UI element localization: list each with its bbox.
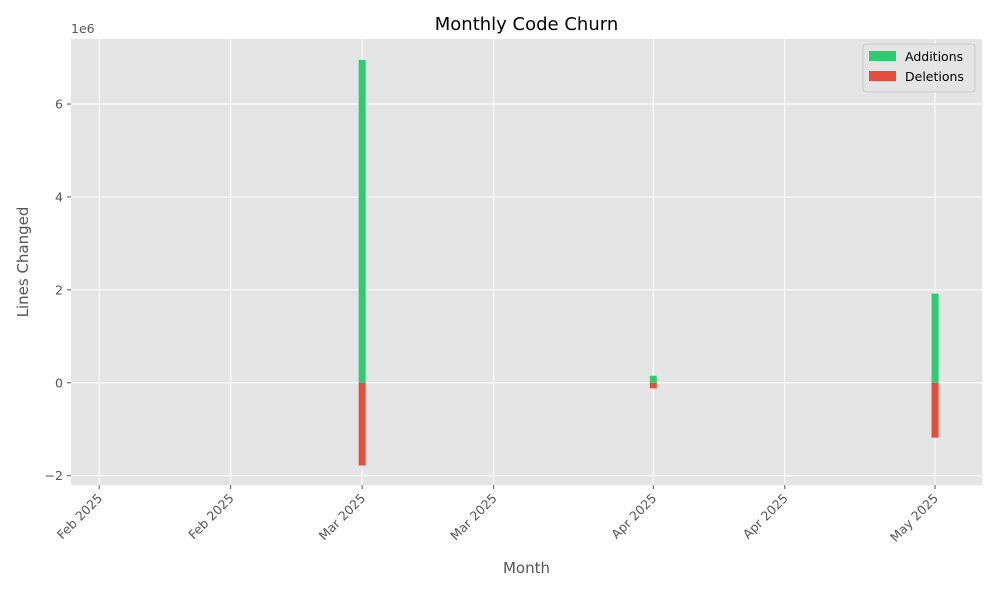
y-axis-label: Lines Changed — [14, 207, 32, 318]
x-tick-label: Mar 2025 — [447, 491, 500, 544]
grid-lines — [71, 39, 982, 485]
bars — [358, 59, 939, 466]
x-axis-label: Month — [503, 559, 550, 577]
y-tick-label: −2 — [45, 468, 63, 483]
legend-label: Deletions — [905, 69, 964, 84]
x-tick-label: Apr 2025 — [740, 491, 791, 542]
bar-deletions — [649, 382, 657, 389]
x-tick-label: Apr 2025 — [608, 491, 659, 542]
x-tick-label: Mar 2025 — [316, 491, 369, 544]
legend-swatch — [869, 71, 896, 81]
legend-swatch — [869, 51, 896, 61]
y-tick-label: 0 — [55, 375, 63, 390]
x-tick-label: May 2025 — [887, 491, 941, 545]
x-tick-label: Feb 2025 — [185, 491, 237, 543]
chart-title: Monthly Code Churn — [435, 14, 618, 35]
plot-area — [71, 39, 982, 485]
legend-label: Additions — [905, 49, 963, 64]
x-tick-label: Feb 2025 — [54, 491, 106, 543]
bar-additions — [649, 375, 657, 383]
y-tick-label: 4 — [55, 189, 63, 204]
legend: Additions Deletions — [862, 43, 976, 93]
y-tick-label: 2 — [55, 282, 63, 297]
bar-additions — [931, 293, 939, 383]
bar-deletions — [358, 382, 366, 466]
y-axis: −2 0 2 4 6 — [45, 97, 71, 483]
y-tick-label: 6 — [55, 97, 63, 112]
bar-additions — [358, 59, 366, 383]
y-axis-offset-label: 1e6 — [71, 21, 95, 36]
x-axis: Feb 2025 Feb 2025 Mar 2025 Mar 2025 Apr 2025… — [54, 485, 941, 545]
bar-deletions — [931, 382, 939, 438]
